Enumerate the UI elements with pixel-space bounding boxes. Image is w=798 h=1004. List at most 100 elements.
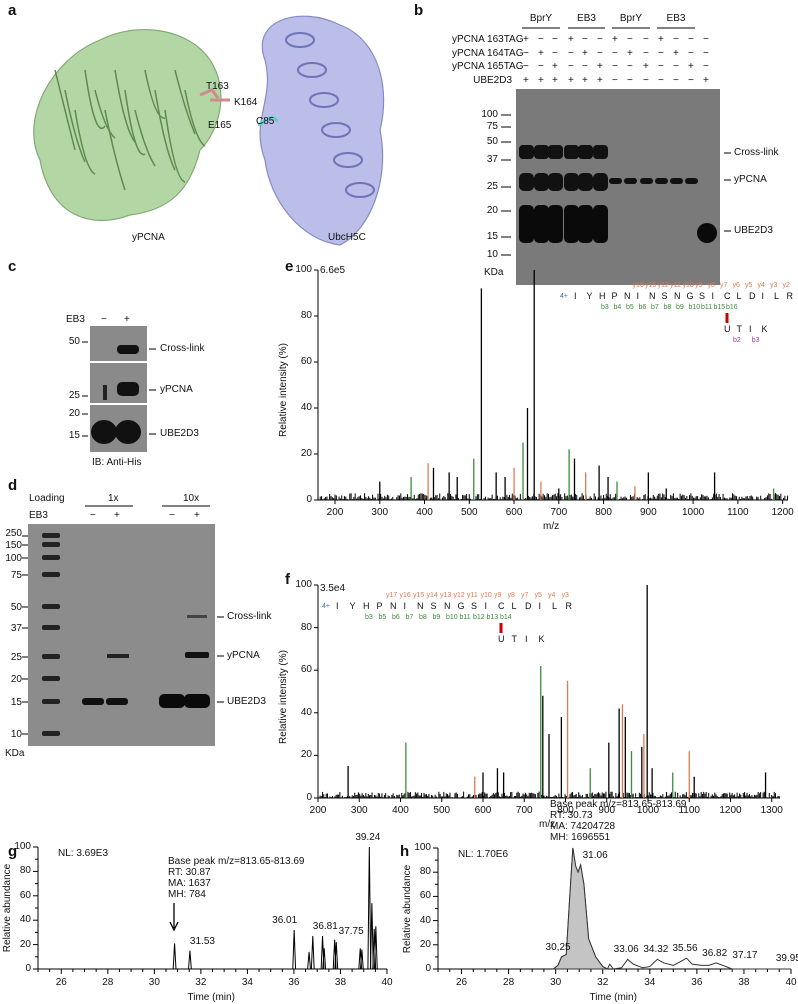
lane-sign: − <box>552 34 558 45</box>
band-ube2d3 <box>184 694 210 708</box>
y-ion-label: y6 <box>732 282 740 289</box>
row-label: yPCNA 165TAG <box>452 61 524 72</box>
y-ion-label: y4 <box>757 282 765 289</box>
crosslink-residue: I <box>749 324 752 334</box>
peptide-residue: S <box>430 601 437 611</box>
panel-label-c: c <box>8 258 17 275</box>
y-tick-label: 100 <box>414 842 431 853</box>
x-tick-label: 600 <box>505 507 523 518</box>
residue-label: C85 <box>256 116 275 127</box>
x-tick-label: 28 <box>102 977 114 988</box>
y-ion-label: y3 <box>561 592 569 599</box>
y-tick-label: 40 <box>19 914 31 926</box>
y-tick-label: 20 <box>419 938 431 950</box>
lane-sign: + <box>703 74 709 86</box>
ypcna-strand <box>74 109 96 175</box>
crosslink-residue: I <box>525 634 528 644</box>
ypcna-strand <box>174 69 196 135</box>
y-tick-label: 40 <box>300 706 312 718</box>
lane-sign: − <box>101 314 107 325</box>
marker-label: 15 <box>68 430 80 441</box>
peptide-residue: I <box>574 291 577 301</box>
lane-sign: − <box>643 74 649 86</box>
panel-label-h: h <box>400 843 410 860</box>
x-tick-label: 1200 <box>719 805 742 816</box>
marker-label: 10 <box>10 729 22 740</box>
band-ypcna <box>624 178 637 184</box>
y-ion-label: y15 <box>413 592 425 599</box>
y-ion-label: y4 <box>548 592 556 599</box>
crosslink-ion: b2 <box>733 337 741 344</box>
peptide-residue: N <box>649 291 656 301</box>
lane-sign: − <box>612 61 618 72</box>
marker-label: 37 <box>10 623 22 634</box>
peak-label: 31.53 <box>189 935 215 947</box>
peptide-residue: C <box>498 601 505 611</box>
peptide-residue: Y <box>586 291 593 301</box>
peak-info: MH: 1696551 <box>550 832 611 843</box>
x-axis-label: Time (min) <box>589 992 637 1003</box>
x-tick-label: 38 <box>738 977 750 988</box>
band-label: Cross-link <box>227 611 272 622</box>
band-crosslink <box>187 615 207 618</box>
peptide-residue: I <box>336 601 339 611</box>
marker-label: 15 <box>10 697 22 708</box>
row-label: yPCNA 164TAG <box>452 47 524 59</box>
y-tick-label: 80 <box>300 310 312 321</box>
loading-label: 1x <box>108 493 119 504</box>
loading-label: Loading <box>29 493 65 504</box>
x-tick-label: 300 <box>350 805 368 816</box>
intensity-scale: 6.6e5 <box>320 265 346 276</box>
y-ion-label: y15 <box>645 282 657 289</box>
ladder-band <box>42 625 60 630</box>
lane-sign: + <box>194 510 200 521</box>
lane-sign: − <box>703 47 709 59</box>
band-ypcna <box>609 178 622 184</box>
lane-sign: + <box>568 34 574 45</box>
band-crosslink <box>593 145 608 159</box>
band-ypcna <box>185 652 209 658</box>
chromatogram-peak <box>188 950 192 970</box>
lane-sign: − <box>703 34 709 45</box>
y-ion-label: y10 <box>480 592 492 599</box>
ladder-band <box>42 699 60 704</box>
y-ion-label: y8 <box>707 282 715 289</box>
peak-label: 36.81 <box>312 921 338 933</box>
helix <box>297 62 327 78</box>
lane-sign: − <box>538 61 544 72</box>
x-tick-label: 500 <box>433 805 451 816</box>
band-ube2d3 <box>82 698 104 705</box>
lane-sign: + <box>523 34 529 45</box>
y-ion-label: y10 <box>682 282 694 289</box>
normalization-level: NL: 1.70E6 <box>458 849 509 860</box>
chromatogram-peak <box>367 846 372 970</box>
peak-label: 37.75 <box>338 925 364 937</box>
x-tick-label: 34 <box>644 977 656 988</box>
marker-label: 150 <box>5 540 22 551</box>
peptide-residue: H <box>363 601 370 611</box>
y-tick-label: 20 <box>19 938 31 950</box>
peptide-residue: C <box>724 291 731 301</box>
x-tick-label: 200 <box>309 805 327 816</box>
marker-label: 50 <box>486 136 498 147</box>
arrow-head-icon <box>169 921 179 932</box>
lane-sign: − <box>612 47 618 59</box>
x-tick-label: 1100 <box>678 805 700 816</box>
peptide-residue: S <box>661 291 668 301</box>
ypcna-strand <box>104 109 126 191</box>
y-ion-label: y5 <box>534 592 542 599</box>
protein-label: yPCNA <box>132 232 165 243</box>
lane-sign: − <box>538 34 544 45</box>
crosslink-ion: b3 <box>751 337 760 344</box>
lane-sign: − <box>627 61 633 72</box>
peptide-residue: R <box>786 291 794 301</box>
lane-sign: + <box>612 34 618 45</box>
y-tick-label: 100 <box>295 579 312 590</box>
y-tick-label: 80 <box>19 865 31 877</box>
band-ypcna <box>107 654 129 658</box>
lane-sign: − <box>688 74 694 86</box>
band-ypcna <box>670 178 683 184</box>
band-crosslink <box>548 145 563 159</box>
y-ion-label: y7 <box>720 282 728 289</box>
y-ion-label: y11 <box>670 282 681 289</box>
